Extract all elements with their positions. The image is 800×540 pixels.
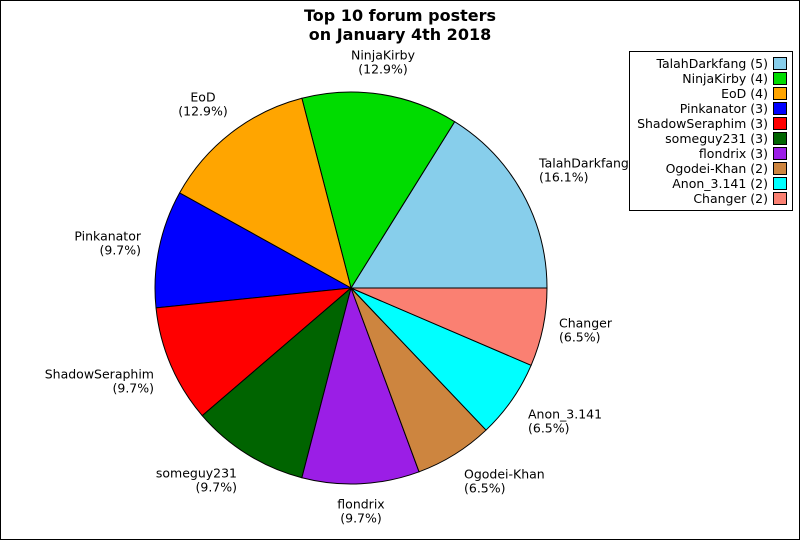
- legend-item-Anon_3.141: Anon_3.141 (2): [634, 176, 787, 191]
- legend: TalahDarkfang (5) NinjaKirby (4) EoD (4) Pi…: [629, 51, 793, 211]
- slice-label-EoD: EoD (12.9%): [178, 90, 227, 118]
- legend-swatch-icon: [773, 102, 787, 115]
- legend-item-Pinkanator: Pinkanator (3): [634, 101, 787, 116]
- slice-label-percent: (6.5%): [464, 480, 506, 495]
- legend-item-NinjaKirby: NinjaKirby (4): [634, 71, 787, 86]
- slice-label-percent: (6.5%): [559, 329, 601, 344]
- legend-item-ShadowSeraphim: ShadowSeraphim (3): [634, 116, 787, 131]
- legend-item-someguy231: someguy231 (3): [634, 131, 787, 146]
- legend-swatch-icon: [773, 57, 787, 70]
- pie-slice-Changer: [350, 287, 548, 366]
- legend-label: Ogodei-Khan (2): [665, 161, 768, 176]
- slice-label-name: TalahDarkfang: [539, 155, 629, 171]
- legend-item-flondrix: flondrix (3): [634, 146, 787, 161]
- pie-slice-NinjaKirby: [301, 91, 456, 289]
- legend-swatch-icon: [773, 87, 787, 100]
- slice-label-name: ShadowSeraphim: [44, 366, 154, 382]
- legend-label: EoD (4): [721, 86, 768, 101]
- legend-label: Pinkanator (3): [679, 101, 768, 116]
- legend-label: TalahDarkfang (5): [656, 56, 768, 71]
- legend-item-EoD: EoD (4): [634, 86, 787, 101]
- pie-slice-TalahDarkfang: [350, 121, 548, 289]
- slice-label-ShadowSeraphim: ShadowSeraphim (9.7%): [45, 367, 154, 395]
- pie-slice-Pinkanator: [154, 192, 352, 309]
- legend-swatch-icon: [773, 72, 787, 85]
- slice-label-name: Pinkanator: [74, 228, 141, 244]
- legend-label: NinjaKirby (4): [682, 71, 768, 86]
- slice-label-Anon_3.141: Anon_3.141 (6.5%): [528, 407, 602, 435]
- slice-label-name: someguy231: [155, 465, 237, 481]
- slice-label-name: NinjaKirby: [350, 47, 416, 63]
- slice-label-percent: (6.5%): [528, 420, 570, 435]
- legend-label: flondrix (3): [698, 146, 768, 161]
- slice-label-name: flondrix: [337, 496, 385, 512]
- chart-title: Top 10 forum posters on January 4th 2018: [304, 6, 496, 44]
- legend-swatch-icon: [773, 147, 787, 160]
- slice-label-percent: (12.9%): [358, 61, 408, 76]
- legend-swatch-icon: [773, 162, 787, 175]
- slice-label-name: Changer: [559, 315, 612, 331]
- pie-slice-EoD: [179, 97, 352, 289]
- slice-label-name: EoD: [190, 89, 216, 105]
- slice-label-percent: (16.1%): [539, 169, 589, 184]
- legend-item-Ogodei-Khan: Ogodei-Khan (2): [634, 161, 787, 176]
- slice-label-NinjaKirby: NinjaKirby (12.9%): [351, 48, 415, 76]
- slice-label-percent: (9.7%): [340, 510, 382, 525]
- slice-label-percent: (9.7%): [112, 380, 154, 395]
- slice-label-percent: (9.7%): [99, 242, 141, 257]
- slice-label-Pinkanator: Pinkanator (9.7%): [74, 229, 141, 257]
- slice-label-flondrix: flondrix (9.7%): [337, 497, 384, 525]
- legend-label: Anon_3.141 (2): [672, 176, 768, 191]
- legend-label: ShadowSeraphim (3): [637, 116, 768, 131]
- slice-label-Changer: Changer (6.5%): [559, 316, 612, 344]
- slice-label-someguy231: someguy231 (9.7%): [156, 466, 237, 494]
- legend-label: someguy231 (3): [665, 131, 768, 146]
- slice-label-percent: (9.7%): [195, 479, 237, 494]
- legend-swatch-icon: [773, 132, 787, 145]
- slice-label-name: Anon_3.141: [528, 406, 603, 422]
- slice-label-TalahDarkfang: TalahDarkfang (16.1%): [539, 156, 629, 184]
- pie-slice-ShadowSeraphim: [155, 287, 352, 417]
- legend-swatch-icon: [773, 177, 787, 190]
- legend-item-TalahDarkfang: TalahDarkfang (5): [634, 56, 787, 71]
- legend-swatch-icon: [773, 192, 787, 205]
- slice-label-name: Ogodei-Khan: [464, 466, 545, 482]
- slice-label-Ogodei-Khan: Ogodei-Khan (6.5%): [464, 467, 545, 495]
- slice-label-percent: (12.9%): [178, 103, 228, 118]
- legend-label: Changer (2): [693, 191, 768, 206]
- pie-slice-flondrix: [301, 287, 420, 485]
- legend-item-Changer: Changer (2): [634, 191, 787, 206]
- legend-swatch-icon: [773, 117, 787, 130]
